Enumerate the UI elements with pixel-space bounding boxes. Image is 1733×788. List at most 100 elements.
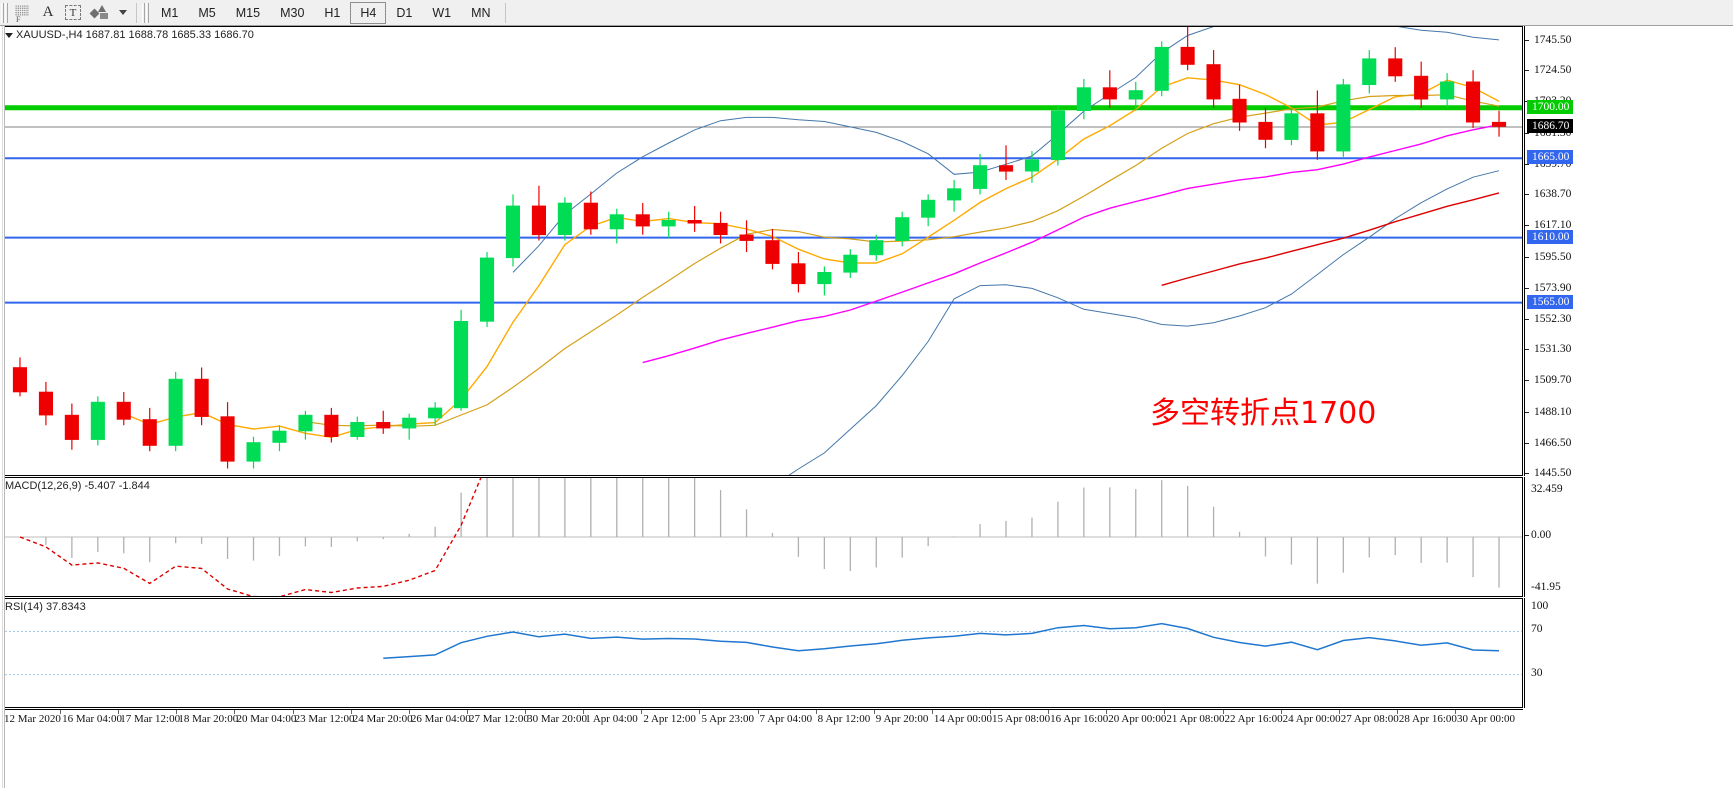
time-tick bbox=[873, 710, 875, 714]
price-tag-blue: 1610.00 bbox=[1527, 229, 1574, 244]
price-tick: 1466.50 bbox=[1525, 437, 1733, 451]
time-tick bbox=[60, 710, 62, 714]
chart-annotation: 多空转折点1700 bbox=[1150, 396, 1377, 431]
price-tick: 1445.50 bbox=[1525, 467, 1733, 481]
timeframe-h1[interactable]: H1 bbox=[324, 5, 341, 20]
time-tick-label: 21 Apr 08:00 bbox=[1166, 713, 1225, 725]
price-tick: 1745.50 bbox=[1525, 34, 1733, 48]
rsi-pane[interactable]: RSI(14) 37.8343 bbox=[0, 598, 1523, 708]
rsi-tick-label: 100 bbox=[1531, 600, 1549, 612]
time-tick bbox=[234, 710, 236, 714]
time-tick-label: 9 Apr 20:00 bbox=[875, 713, 929, 725]
macd-pane[interactable]: MACD(12,26,9) -5.407 -1.844 bbox=[0, 477, 1523, 597]
timeframe-m15[interactable]: M15 bbox=[235, 5, 261, 20]
crosshair-f-icon[interactable]: F bbox=[10, 2, 36, 24]
price-tick: 1638.70 bbox=[1525, 188, 1733, 202]
time-tick-label: 22 Apr 16:00 bbox=[1224, 713, 1283, 725]
price-tick: 1573.90 bbox=[1525, 282, 1733, 296]
rsi-scale[interactable]: 100 70 30 bbox=[1524, 598, 1733, 708]
time-tick bbox=[1106, 710, 1108, 714]
price-pane[interactable]: XAUUSD-,H4 1687.81 1688.78 1685.33 1686.… bbox=[0, 26, 1523, 476]
time-tick bbox=[525, 710, 527, 714]
time-tick bbox=[292, 710, 294, 714]
time-tick-label: 20 Apr 00:00 bbox=[1108, 713, 1167, 725]
time-tick bbox=[990, 710, 992, 714]
time-tick bbox=[1280, 710, 1282, 714]
price-tick: 1531.30 bbox=[1525, 343, 1733, 357]
price-tick-label: 1724.50 bbox=[1534, 64, 1572, 77]
timeframe-w1[interactable]: W1 bbox=[432, 5, 452, 20]
price-tick-label: 1573.90 bbox=[1534, 281, 1572, 294]
macd-tick: 0.00 bbox=[1525, 529, 1733, 543]
shapes-icon[interactable] bbox=[86, 2, 114, 24]
price-tick-label: 1595.50 bbox=[1534, 250, 1572, 263]
rsi-tick: 30 bbox=[1525, 667, 1733, 681]
toolbar-drag-handle[interactable] bbox=[1, 2, 8, 23]
timeframe-drag-handle[interactable] bbox=[142, 2, 149, 23]
time-tick bbox=[1455, 710, 1456, 714]
chart-area[interactable]: XAUUSD-,H4 1687.81 1688.78 1685.33 1686.… bbox=[0, 26, 1733, 788]
time-tick-label: 2 Apr 12:00 bbox=[643, 713, 696, 725]
text-box-icon[interactable]: T bbox=[60, 2, 86, 24]
symbol-ohlc-text: XAUUSD-,H4 1687.81 1688.78 1685.33 1686.… bbox=[16, 29, 254, 41]
time-tick bbox=[1048, 710, 1050, 714]
timeframe-mn[interactable]: MN bbox=[471, 5, 491, 20]
macd-scale[interactable]: 32.459 0.00 -41.95 bbox=[1524, 477, 1733, 597]
price-tick-label: 1509.70 bbox=[1534, 374, 1572, 387]
price-tag-black: 1686.70 bbox=[1527, 118, 1574, 133]
price-tick: 1488.10 bbox=[1525, 406, 1733, 420]
time-tick bbox=[1222, 710, 1224, 714]
price-tick: 1509.70 bbox=[1525, 374, 1733, 388]
dropdown-arrow-icon[interactable] bbox=[5, 32, 13, 38]
time-tick-label: 30 Apr 00:00 bbox=[1457, 713, 1516, 725]
macd-plot bbox=[1, 478, 1522, 596]
toolbar-divider bbox=[136, 2, 137, 23]
timeframe-m5[interactable]: M5 bbox=[198, 5, 216, 20]
price-tick: 1552.30 bbox=[1525, 313, 1733, 327]
time-tick bbox=[699, 710, 701, 714]
time-tick bbox=[1338, 710, 1340, 714]
timeframe-m30[interactable]: M30 bbox=[280, 5, 305, 20]
time-tick bbox=[176, 710, 178, 714]
rsi-tick: 70 bbox=[1525, 623, 1733, 637]
price-scale[interactable]: 1745.501724.501703.201681.301659.701638.… bbox=[1524, 26, 1733, 479]
price-tick-label: 1745.50 bbox=[1534, 34, 1572, 47]
rsi-plot bbox=[1, 622, 1522, 676]
time-tick bbox=[1164, 710, 1166, 714]
time-tick bbox=[641, 710, 643, 714]
price-tick: 1724.50 bbox=[1525, 64, 1733, 78]
time-tick bbox=[931, 710, 933, 714]
time-tick-label: 17 Mar 12:00 bbox=[120, 713, 181, 725]
time-tick bbox=[350, 710, 352, 714]
rsi-tick: 100 bbox=[1525, 600, 1733, 614]
timeframe-m1[interactable]: M1 bbox=[161, 5, 179, 20]
time-tick-label: 27 Mar 12:00 bbox=[468, 713, 529, 725]
price-tick: 1617.10 bbox=[1525, 219, 1733, 233]
price-tick-label: 1488.10 bbox=[1534, 405, 1572, 418]
time-scale[interactable]: 12 Mar 2020 16 Mar 04:00 17 Mar 12:00 18 Ma… bbox=[0, 709, 1523, 788]
time-tick-label: 14 Apr 00:00 bbox=[933, 713, 992, 725]
macd-tick-label: -41.95 bbox=[1531, 581, 1561, 593]
time-tick bbox=[408, 710, 410, 714]
time-tick-label: 27 Apr 08:00 bbox=[1340, 713, 1399, 725]
main-toolbar: F A T M1 M5 M15 M30 H1 H4 D1 W1 MN bbox=[0, 0, 1733, 26]
timeframe-h4[interactable]: H4 bbox=[350, 1, 387, 24]
price-tick-label: 1445.50 bbox=[1534, 467, 1572, 479]
price-tag-green: 1700.00 bbox=[1527, 99, 1574, 114]
price-tick-label: 1531.30 bbox=[1534, 343, 1572, 356]
time-tick bbox=[1396, 710, 1398, 714]
time-tick-label: 24 Apr 00:00 bbox=[1282, 713, 1341, 725]
time-tick bbox=[815, 710, 817, 714]
timeframe-d1[interactable]: D1 bbox=[396, 5, 413, 20]
time-tick-label: 5 Apr 23:00 bbox=[701, 713, 754, 725]
price-tick-label: 1552.30 bbox=[1534, 312, 1572, 325]
time-tick-label: 7 Apr 04:00 bbox=[759, 713, 813, 725]
time-tick-label: 12 Mar 2020 bbox=[4, 713, 61, 725]
time-tick-label: 1 Apr 04:00 bbox=[585, 713, 638, 725]
price-plot bbox=[1, 27, 1522, 475]
rsi-tick-label: 30 bbox=[1531, 666, 1543, 679]
macd-label: MACD(12,26,9) -5.407 -1.844 bbox=[5, 480, 150, 492]
chevron-down-icon[interactable] bbox=[114, 2, 132, 24]
price-tick-label: 1638.70 bbox=[1534, 188, 1572, 201]
text-label-icon[interactable]: A bbox=[42, 4, 54, 20]
